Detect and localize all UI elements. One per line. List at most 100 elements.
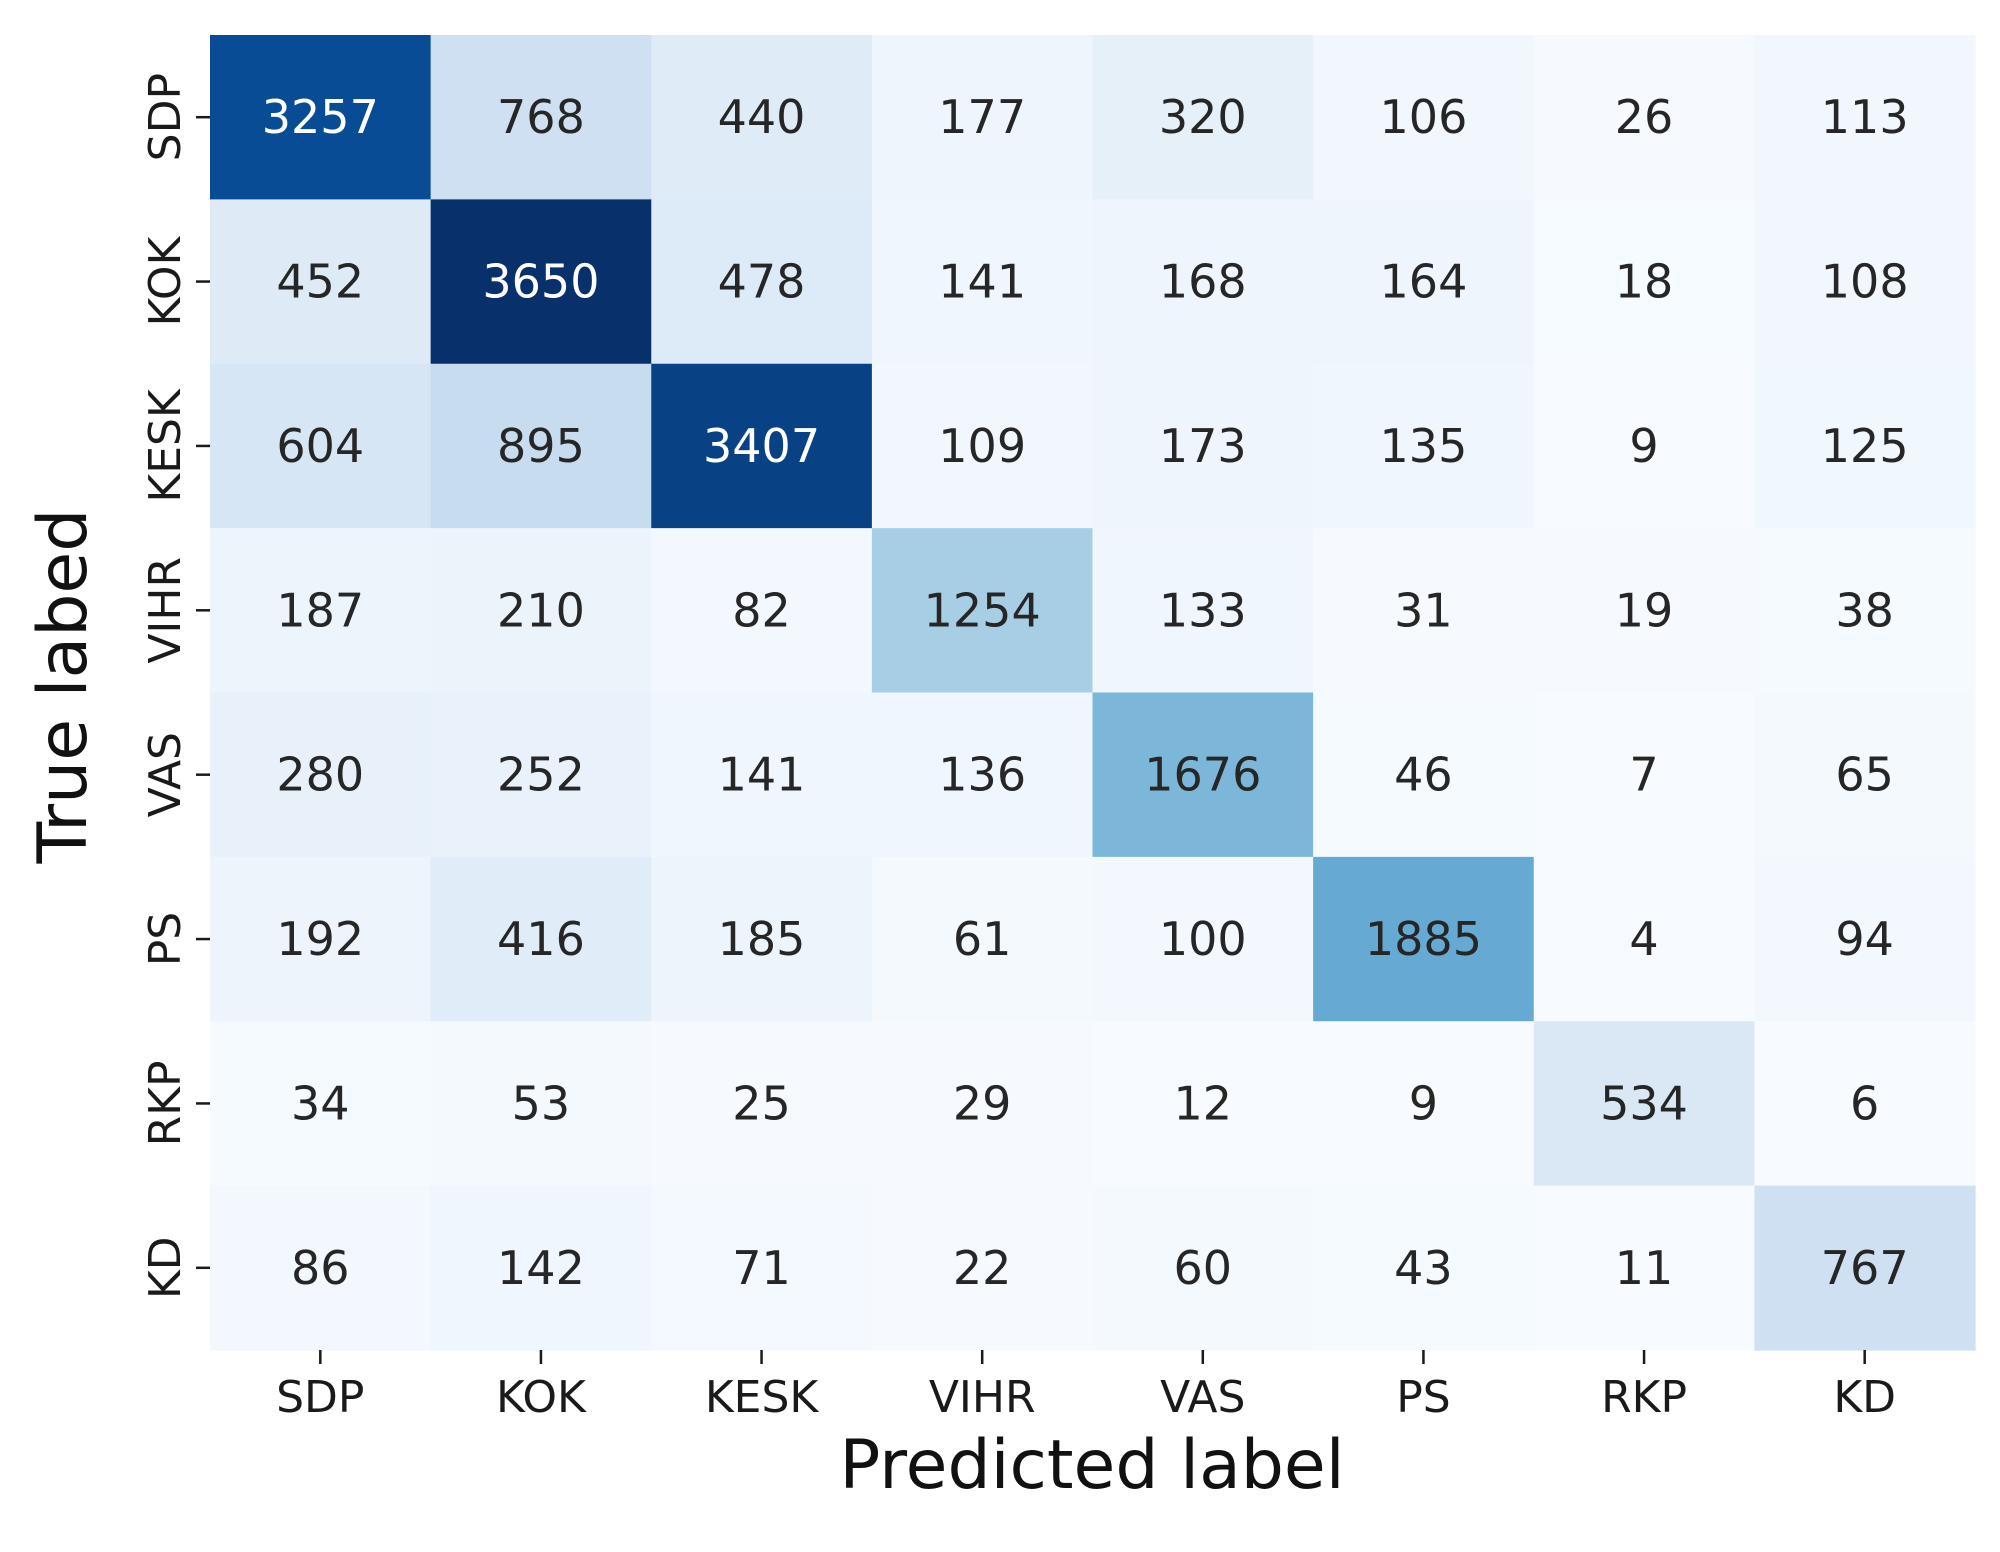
heatmap-cell [651,1021,873,1187]
heatmap-cell [1533,35,1755,200]
heatmap-cell [651,856,873,1022]
cell-value-label: 9 [1629,419,1658,473]
heatmap-cell [210,856,432,1022]
cell-value-label: 136 [938,748,1026,802]
heatmap-cell [1313,1185,1535,1351]
cell-value-label: 60 [1174,1241,1233,1295]
cell-value-label: 100 [1159,912,1247,966]
cell-value-label: 29 [953,1076,1012,1130]
heatmap-cell [1092,1021,1314,1187]
cell-value-label: 9 [1409,1076,1438,1130]
heatmap-cell [1754,35,1976,200]
heatmap-cell [871,528,1094,694]
cell-value-label: 252 [497,748,585,802]
x-axis-label: Predicted label [839,1426,1344,1505]
cell-value-label: 604 [276,419,364,473]
heatmap-cell [1754,692,1976,858]
heatmap-cell [1533,363,1755,529]
cell-value-label: 38 [1835,583,1894,637]
heatmap-cell [871,199,1094,365]
cell-value-label: 142 [497,1241,585,1295]
heatmap-cell [651,692,873,858]
heatmap-cell [210,199,432,365]
heatmap-cell [871,856,1094,1022]
cell-value-label: 43 [1394,1241,1453,1295]
heatmap-cell [1313,692,1535,858]
y-tick-label: PS [140,912,191,966]
cell-value-label: 11 [1615,1241,1674,1295]
cell-value-label: 82 [732,583,791,637]
heatmap-cell [871,1021,1094,1187]
heatmap-cell [871,363,1094,529]
cell-value-label: 452 [276,255,364,309]
heatmap-cell [1313,528,1535,694]
cell-value-label: 61 [953,912,1012,966]
heatmap-cell [1754,528,1976,694]
heatmap-cell [430,35,652,200]
heatmap-cell [430,856,652,1022]
cell-value-label: 895 [497,419,585,473]
cell-value-label: 320 [1159,90,1247,144]
cell-value-label: 416 [497,912,585,966]
heatmap-cell [1533,856,1755,1022]
cell-value-label: 478 [718,255,806,309]
cell-value-label: 164 [1380,255,1468,309]
x-tick-label: KESK [705,1372,820,1423]
cell-value-label: 6 [1850,1076,1879,1130]
heatmap-cell [1313,363,1535,529]
cell-value-label: 187 [276,583,364,637]
heatmap-cell [1754,363,1976,529]
y-tick-label: VAS [140,732,191,817]
y-tick-label: KOK [140,235,191,326]
heatmap-cell [1533,199,1755,365]
heatmap-cell [430,528,652,694]
heatmap-cell [651,528,873,694]
heatmap-cell [1313,1021,1535,1187]
cell-value-label: 34 [291,1076,350,1130]
x-tick-label: PS [1396,1372,1450,1423]
cell-value-label: 192 [276,912,364,966]
cell-value-label: 31 [1394,583,1453,637]
cell-value-label: 1885 [1365,912,1482,966]
cell-value-label: 168 [1159,255,1247,309]
heatmap-cell-values: 3257 768 440 177 320 106 26 113 452 3650 478 141 168… [262,90,1909,1295]
cell-value-label: 125 [1821,419,1909,473]
heatmap-cell [1313,199,1535,365]
heatmap-cell [430,199,652,365]
heatmap-cells [210,35,1976,1351]
cell-value-label: 177 [938,90,1026,144]
heatmap-cell [430,363,652,529]
cell-value-label: 22 [953,1241,1012,1295]
heatmap-cell [210,528,432,694]
heatmap-cell [1092,35,1314,200]
cell-value-label: 210 [497,583,585,637]
cell-value-label: 4 [1629,912,1658,966]
heatmap-cell [651,363,873,529]
heatmap-cell [1313,35,1535,200]
cell-value-label: 3257 [262,90,379,144]
cell-value-label: 65 [1835,748,1894,802]
y-tick-label: VIHR [140,557,191,664]
heatmap-cell [430,1185,652,1351]
cell-value-label: 173 [1159,419,1247,473]
cell-value-label: 71 [732,1241,791,1295]
cell-value-label: 25 [732,1076,791,1130]
heatmap-cell [871,35,1094,200]
cell-value-label: 280 [276,748,364,802]
cell-value-label: 86 [291,1241,350,1295]
cell-value-label: 534 [1600,1076,1688,1130]
heatmap-cell [1533,692,1755,858]
x-tick-label: KD [1833,1372,1896,1423]
x-tick-label: RKP [1601,1372,1687,1423]
heatmap-cell [1754,1185,1976,1351]
cell-value-label: 440 [718,90,806,144]
heatmap-cell [210,1021,432,1187]
cell-value-label: 19 [1615,583,1674,637]
heatmap-cell [1533,1185,1755,1351]
cell-value-label: 133 [1159,583,1247,637]
x-tick-label: KOK [496,1372,587,1423]
heatmap-cell [430,1021,652,1187]
heatmap-cell [1092,199,1314,365]
heatmap-cell [871,692,1094,858]
